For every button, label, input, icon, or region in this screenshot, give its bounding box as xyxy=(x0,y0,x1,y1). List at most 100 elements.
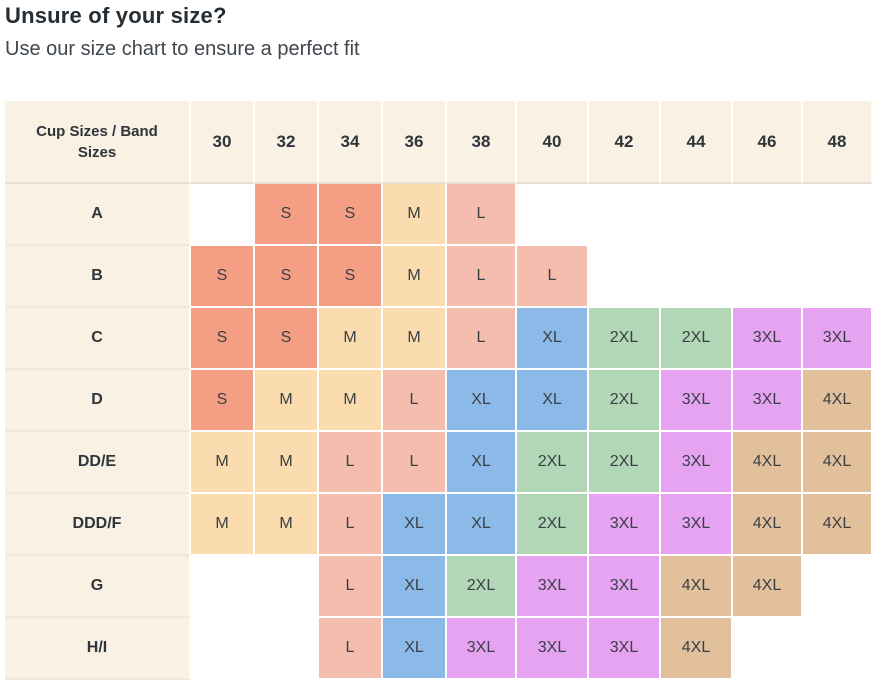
size-cell-dd-e-32: M xyxy=(255,432,319,494)
size-cell-ddd-f-40: 2XL xyxy=(517,494,589,556)
empty-cell-g-32 xyxy=(255,556,319,618)
size-cell-d-36: L xyxy=(383,370,447,432)
cup-size-label-a: A xyxy=(5,184,191,246)
cup-size-label-ddd-f: DDD/F xyxy=(5,494,191,556)
size-cell-g-38: 2XL xyxy=(447,556,517,618)
size-cell-d-32: M xyxy=(255,370,319,432)
size-cell-dd-e-40: 2XL xyxy=(517,432,589,494)
empty-cell-g-30 xyxy=(191,556,255,618)
size-cell-ddd-f-34: L xyxy=(319,494,383,556)
empty-cell-g-48 xyxy=(803,556,873,618)
size-cell-c-44: 2XL xyxy=(661,308,733,370)
page-subtitle: Use our size chart to ensure a perfect f… xyxy=(5,38,360,60)
size-cell-dd-e-30: M xyxy=(191,432,255,494)
size-cell-ddd-f-48: 4XL xyxy=(803,494,873,556)
empty-cell-b-42 xyxy=(589,246,661,308)
size-cell-c-32: S xyxy=(255,308,319,370)
empty-cell-a-40 xyxy=(517,184,589,246)
size-cell-c-38: L xyxy=(447,308,517,370)
size-cell-g-34: L xyxy=(319,556,383,618)
size-chart-header: Cup Sizes / Band Sizes 30 32 34 36 38 40 42 44 4… xyxy=(5,101,873,184)
page-title: Unsure of your size? xyxy=(5,3,227,28)
band-size-header-44: 44 xyxy=(661,101,733,184)
size-cell-c-34: M xyxy=(319,308,383,370)
size-cell-d-30: S xyxy=(191,370,255,432)
empty-cell-a-48 xyxy=(803,184,873,246)
size-cell-dd-e-48: 4XL xyxy=(803,432,873,494)
band-size-header-48: 48 xyxy=(803,101,873,184)
size-cell-d-44: 3XL xyxy=(661,370,733,432)
empty-cell-h-i-32 xyxy=(255,618,319,680)
size-cell-dd-e-44: 3XL xyxy=(661,432,733,494)
size-row-c: C S S M M L XL 2XL 2XL 3XL 3XL xyxy=(5,308,873,370)
size-row-h-i: H/I L XL 3XL 3XL 3XL 4XL xyxy=(5,618,873,680)
size-cell-h-i-42: 3XL xyxy=(589,618,661,680)
size-cell-dd-e-42: 2XL xyxy=(589,432,661,494)
size-cell-b-34: S xyxy=(319,246,383,308)
empty-cell-a-46 xyxy=(733,184,803,246)
size-cell-ddd-f-44: 3XL xyxy=(661,494,733,556)
size-cell-ddd-f-32: M xyxy=(255,494,319,556)
size-cell-d-40: XL xyxy=(517,370,589,432)
cup-size-label-d: D xyxy=(5,370,191,432)
size-chart-body: A S S M L B S S S M L L C S S M M L XL 2XL 2XL 3XL 3XL D S M M L XL X… xyxy=(5,184,873,680)
size-cell-ddd-f-36: XL xyxy=(383,494,447,556)
size-cell-dd-e-34: L xyxy=(319,432,383,494)
size-cell-c-48: 3XL xyxy=(803,308,873,370)
size-cell-dd-e-46: 4XL xyxy=(733,432,803,494)
size-cell-ddd-f-46: 4XL xyxy=(733,494,803,556)
size-cell-h-i-34: L xyxy=(319,618,383,680)
band-size-header-34: 34 xyxy=(319,101,383,184)
band-size-header-46: 46 xyxy=(733,101,803,184)
empty-cell-a-44 xyxy=(661,184,733,246)
size-cell-ddd-f-30: M xyxy=(191,494,255,556)
size-cell-b-36: M xyxy=(383,246,447,308)
size-cell-g-36: XL xyxy=(383,556,447,618)
size-cell-b-30: S xyxy=(191,246,255,308)
size-chart-table: Cup Sizes / Band Sizes 30 32 34 36 38 40 42 44 4… xyxy=(5,101,873,680)
size-cell-g-42: 3XL xyxy=(589,556,661,618)
size-cell-c-36: M xyxy=(383,308,447,370)
size-cell-a-34: S xyxy=(319,184,383,246)
empty-cell-b-46 xyxy=(733,246,803,308)
band-size-header-42: 42 xyxy=(589,101,661,184)
size-cell-b-40: L xyxy=(517,246,589,308)
size-cell-d-46: 3XL xyxy=(733,370,803,432)
size-cell-d-38: XL xyxy=(447,370,517,432)
cup-size-label-h-i: H/I xyxy=(5,618,191,680)
cup-size-label-c: C xyxy=(5,308,191,370)
size-cell-c-42: 2XL xyxy=(589,308,661,370)
size-cell-a-36: M xyxy=(383,184,447,246)
size-cell-h-i-36: XL xyxy=(383,618,447,680)
empty-cell-h-i-48 xyxy=(803,618,873,680)
size-cell-b-38: L xyxy=(447,246,517,308)
header-row: Cup Sizes / Band Sizes 30 32 34 36 38 40 42 44 4… xyxy=(5,101,873,184)
size-row-g: G L XL 2XL 3XL 3XL 4XL 4XL xyxy=(5,556,873,618)
size-row-ddd-f: DDD/F M M L XL XL 2XL 3XL 3XL 4XL 4XL xyxy=(5,494,873,556)
band-size-header-38: 38 xyxy=(447,101,517,184)
empty-cell-h-i-30 xyxy=(191,618,255,680)
size-cell-b-32: S xyxy=(255,246,319,308)
size-cell-a-38: L xyxy=(447,184,517,246)
size-row-dd-e: DD/E M M L L XL 2XL 2XL 3XL 4XL 4XL xyxy=(5,432,873,494)
size-row-d: D S M M L XL XL 2XL 3XL 3XL 4XL xyxy=(5,370,873,432)
size-cell-a-32: S xyxy=(255,184,319,246)
size-cell-d-48: 4XL xyxy=(803,370,873,432)
band-size-header-36: 36 xyxy=(383,101,447,184)
band-size-header-40: 40 xyxy=(517,101,589,184)
size-cell-dd-e-38: XL xyxy=(447,432,517,494)
empty-cell-a-42 xyxy=(589,184,661,246)
size-cell-ddd-f-42: 3XL xyxy=(589,494,661,556)
size-cell-d-34: M xyxy=(319,370,383,432)
size-cell-c-30: S xyxy=(191,308,255,370)
cup-size-label-g: G xyxy=(5,556,191,618)
empty-cell-b-48 xyxy=(803,246,873,308)
size-cell-c-40: XL xyxy=(517,308,589,370)
cup-size-label-dd-e: DD/E xyxy=(5,432,191,494)
corner-header-cell: Cup Sizes / Band Sizes xyxy=(5,101,191,184)
size-cell-c-46: 3XL xyxy=(733,308,803,370)
empty-cell-h-i-46 xyxy=(733,618,803,680)
size-cell-h-i-40: 3XL xyxy=(517,618,589,680)
